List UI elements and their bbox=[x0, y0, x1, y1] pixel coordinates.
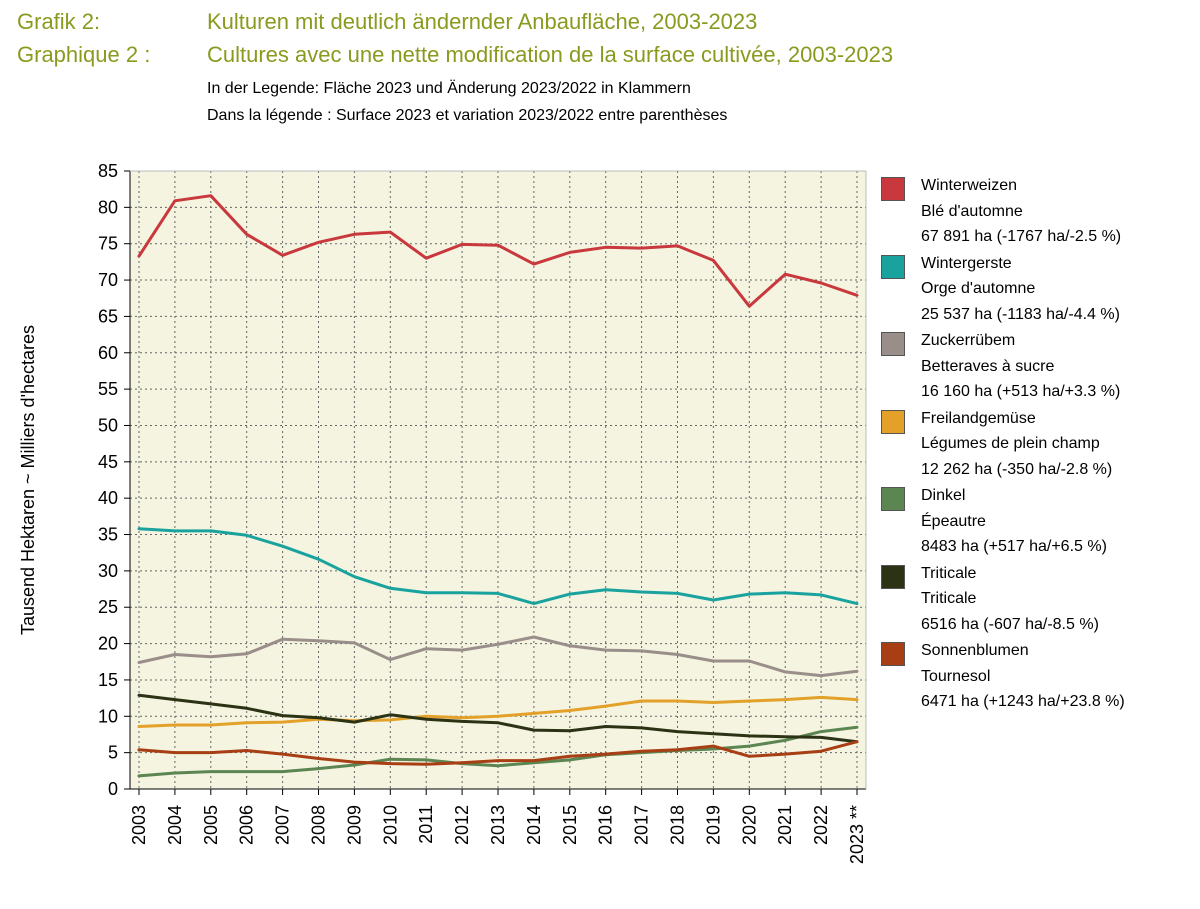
x-tick-label: 2006 bbox=[237, 805, 257, 845]
legend-name-fr: Épeautre bbox=[921, 512, 986, 530]
series-line bbox=[137, 194, 859, 308]
y-tick-label: 40 bbox=[98, 488, 118, 508]
legend-summary: 67 891 ha (-1767 ha/-2.5 %) bbox=[921, 228, 1122, 245]
title-fr-label: Graphique 2 : bbox=[17, 42, 151, 67]
y-tick-label: 35 bbox=[98, 525, 118, 545]
legend-name-de: Sonnenblumen bbox=[921, 642, 1029, 659]
x-tick-label: 2005 bbox=[201, 805, 221, 845]
legend-text: Dinkel Épeautre 8483 ha (+517 ha/+6.5 %) bbox=[921, 483, 1107, 560]
x-tick-label: 2003 bbox=[129, 805, 149, 845]
legend-summary: 6516 ha (-607 ha/-8.5 %) bbox=[921, 615, 1099, 633]
y-tick-label: 55 bbox=[98, 379, 118, 399]
subtitle-fr: Dans la légende : Surface 2023 et variat… bbox=[207, 107, 728, 124]
x-tick-label: 2007 bbox=[273, 805, 293, 845]
series-line bbox=[137, 527, 859, 606]
subtitle-de: In der Legende: Fläche 2023 und Änderung… bbox=[207, 80, 691, 97]
legend-text: Sonnenblumen Tournesol 6471 ha (+1243 ha/+… bbox=[921, 638, 1125, 715]
y-tick-label: 5 bbox=[108, 743, 118, 763]
legend-swatch bbox=[881, 487, 905, 511]
y-tick-label: 65 bbox=[98, 306, 118, 326]
legend-summary: 16 160 ha (+513 ha/+3.3 %) bbox=[921, 383, 1121, 400]
x-tick-label: 2022 bbox=[811, 805, 831, 845]
legend-text: Triticale Triticale 6516 ha (-607 ha/-8.5 … bbox=[921, 561, 1099, 638]
legend-summary: 8483 ha (+517 ha/+6.5 %) bbox=[921, 538, 1107, 555]
x-tick-label: 2018 bbox=[668, 805, 688, 845]
legend-summary: 6471 ha (+1243 ha/+23.8 %) bbox=[921, 693, 1125, 710]
legend-text: Freilandgemüse Légumes de plein champ 12 2… bbox=[921, 406, 1112, 483]
x-tick-label: 2013 bbox=[488, 805, 508, 845]
legend-summary: 25 537 ha (-1183 ha/-4.4 %) bbox=[921, 305, 1120, 323]
x-tick-label: 2023 ** bbox=[847, 805, 867, 864]
title-fr: Cultures avec une nette modification de … bbox=[207, 42, 894, 67]
legend-name-de: Zuckerrübem bbox=[921, 332, 1016, 349]
series-line bbox=[137, 635, 859, 678]
legend-text: Wintergerste Orge d'automne 25 537 ha (-11… bbox=[921, 251, 1120, 328]
legend-name-de: Wintergerste bbox=[921, 254, 1012, 272]
x-tick-label: 2021 bbox=[775, 805, 795, 845]
x-tick-label: 2011 bbox=[416, 805, 436, 844]
y-tick-label: 25 bbox=[98, 597, 118, 617]
y-tick-label: 10 bbox=[98, 706, 118, 726]
legend-swatch bbox=[881, 409, 905, 434]
legend-name-de: Triticale bbox=[921, 564, 977, 582]
legend-name-fr: Blé d'automne bbox=[921, 202, 1023, 220]
y-tick-label: 80 bbox=[98, 197, 118, 217]
y-tick-label: 45 bbox=[98, 452, 118, 472]
legend-summary: 12 262 ha (-350 ha/-2.8 %) bbox=[921, 460, 1113, 478]
y-tick-label: 15 bbox=[98, 670, 118, 690]
series-line bbox=[137, 695, 859, 728]
x-tick-label: 2016 bbox=[596, 805, 616, 845]
y-axis-label: Tausend Hektaren ~ Milliers d'hectares bbox=[18, 325, 38, 635]
x-tick-label: 2008 bbox=[309, 805, 329, 845]
legend-name-fr: Betteraves à sucre bbox=[921, 357, 1055, 375]
legend-swatch bbox=[881, 254, 905, 279]
y-tick-label: 70 bbox=[98, 270, 118, 290]
legend-text: Winterweizen Blé d'automne 67 891 ha (-176… bbox=[921, 173, 1121, 250]
y-tick-label: 0 bbox=[108, 779, 118, 799]
legend-swatch bbox=[881, 332, 905, 356]
x-tick-label: 2010 bbox=[380, 805, 400, 845]
y-tick-label: 85 bbox=[98, 161, 118, 181]
legend-name-fr: Tournesol bbox=[921, 667, 991, 685]
x-tick-label: 2014 bbox=[524, 805, 544, 845]
series-line bbox=[137, 740, 859, 766]
x-tick-label: 2019 bbox=[703, 805, 723, 845]
legend-swatch bbox=[881, 642, 905, 666]
legend-swatch bbox=[881, 564, 905, 589]
title-de-label: Grafik 2: bbox=[17, 9, 101, 34]
y-tick-label: 30 bbox=[98, 561, 118, 581]
legend-name-de: Dinkel bbox=[921, 487, 966, 504]
x-tick-label: 2009 bbox=[344, 805, 364, 845]
y-tick-label: 75 bbox=[98, 234, 118, 254]
legend-name-de: Winterweizen bbox=[921, 177, 1018, 194]
y-tick-label: 50 bbox=[98, 415, 118, 435]
series-line bbox=[137, 725, 859, 778]
title-de: Kulturen mit deutlich ändernder Anbauflä… bbox=[207, 9, 758, 34]
x-tick-label: 2004 bbox=[165, 805, 185, 845]
legend-name-de: Freilandgemüse bbox=[921, 409, 1036, 427]
legend-name-fr: Orge d'automne bbox=[921, 280, 1036, 297]
legend-text: Zuckerrübem Betteraves à sucre 16 160 ha (… bbox=[921, 328, 1120, 405]
y-tick-label: 60 bbox=[98, 343, 118, 363]
x-tick-label: 2012 bbox=[452, 805, 472, 845]
x-tick-label: 2020 bbox=[739, 805, 759, 845]
legend-name-fr: Triticale bbox=[921, 590, 977, 607]
y-tick-label: 20 bbox=[98, 634, 118, 654]
legend-swatch bbox=[881, 177, 905, 201]
series-line bbox=[137, 693, 859, 744]
x-tick-label: 2017 bbox=[632, 805, 652, 845]
x-tick-label: 2015 bbox=[560, 805, 580, 845]
legend-name-fr: Légumes de plein champ bbox=[921, 435, 1100, 452]
